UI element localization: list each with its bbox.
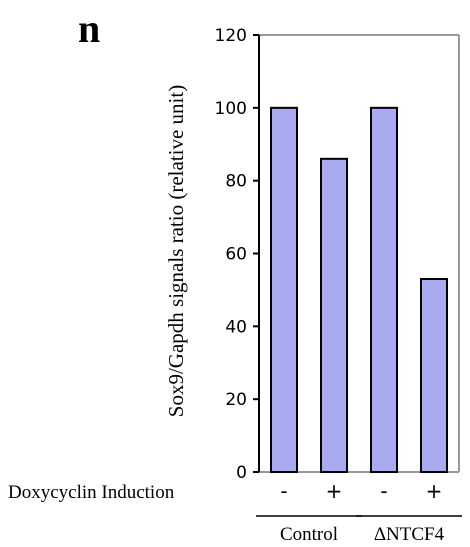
row-label-doxycyclin: Doxycyclin Induction	[8, 482, 175, 503]
group-label: ΔNTCF4	[374, 524, 445, 545]
x-tick-label: +	[426, 479, 443, 503]
bar-4	[420, 277, 448, 473]
y-tick-label: 60	[225, 245, 247, 265]
y-tick-label: 40	[225, 317, 247, 337]
group-labels: Control ΔNTCF4	[256, 515, 462, 545]
x-tick-label: +	[326, 479, 343, 503]
bars	[270, 106, 448, 473]
x-tick-label: -	[280, 479, 287, 503]
y-tick-labels: 0 20 40 60 80 100 120	[215, 26, 247, 483]
y-axis-label: Sox9/Gapdh signals ratio (relative unit)	[164, 85, 188, 417]
y-axis	[253, 34, 260, 473]
panel-label: n	[78, 6, 100, 51]
x-tick-labels: - + - +	[280, 479, 442, 503]
y-tick-label: 80	[225, 172, 247, 192]
y-tick-label: 100	[215, 99, 247, 119]
bar-1	[270, 106, 298, 473]
bar-3	[370, 106, 398, 473]
y-tick-label: 20	[225, 390, 247, 410]
y-tick-label: 120	[215, 26, 247, 46]
group-label: Control	[280, 524, 338, 545]
bar-2	[320, 157, 348, 473]
x-tick-label: -	[380, 479, 387, 503]
y-tick-label: 0	[236, 463, 247, 483]
